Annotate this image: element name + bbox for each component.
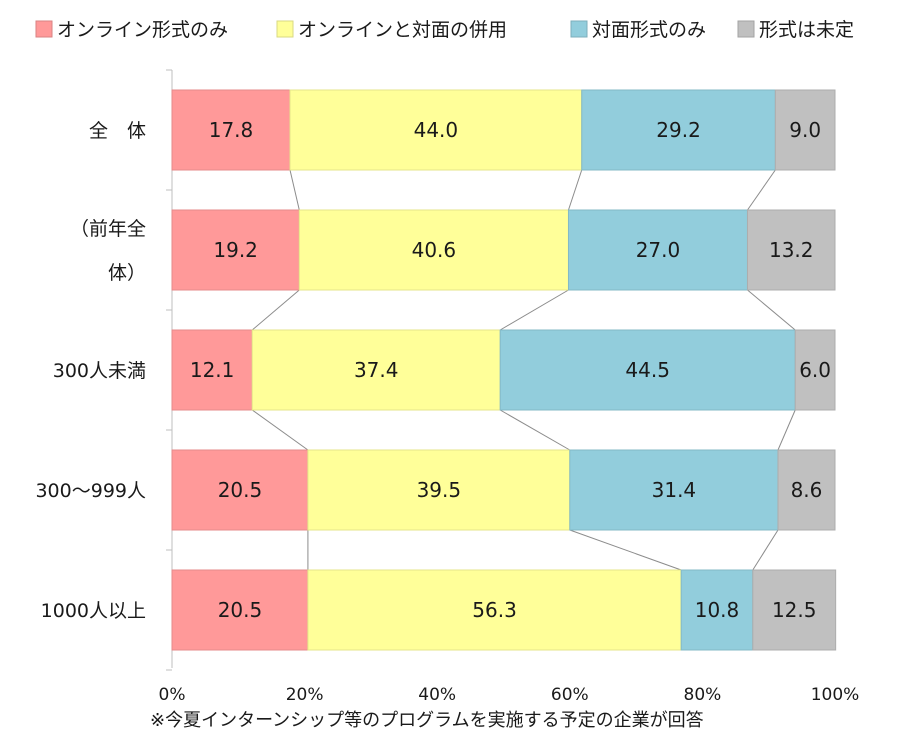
bar-segment <box>171 329 253 411</box>
connector-line <box>567 169 583 211</box>
bar-segment <box>171 209 300 291</box>
chart-note: ※今夏インターンシップ等のプログラムを実施する予定の企業が回答 <box>150 710 704 731</box>
connector-line <box>777 409 796 451</box>
bar-value-label: 39.5 <box>417 478 462 502</box>
bars: 17.8 44.0 29.2 9.0 19.2 40.6 27.0 13.2 12.1 37.4 4… <box>171 89 837 651</box>
bar-segment <box>307 449 571 531</box>
bar-value-label: 56.3 <box>472 598 517 622</box>
series-connector-lines <box>251 169 796 571</box>
bar-segment <box>567 209 748 291</box>
bar-segment <box>569 449 779 531</box>
legend-label: オンラインと対面の併用 <box>298 19 507 41</box>
bar-value-label: 12.1 <box>190 358 235 382</box>
bar-segment <box>171 89 291 171</box>
legend-swatch <box>570 20 588 38</box>
bar-segment <box>499 329 796 411</box>
bar-value-label: 13.2 <box>769 238 814 262</box>
legend-swatch <box>276 20 294 38</box>
bar-value-label: 6.0 <box>799 358 831 382</box>
legend-swatch <box>35 20 53 38</box>
bar-value-label: 37.4 <box>354 358 399 382</box>
bar-value-label: 20.5 <box>218 478 263 502</box>
legend-label: 形式は未定 <box>759 19 854 41</box>
bar-value-label: 20.5 <box>218 598 263 622</box>
connector-line <box>499 289 569 331</box>
connector-line <box>747 169 776 211</box>
connector-line <box>499 409 571 451</box>
connector-line <box>752 529 779 571</box>
category-label: 体） <box>108 262 146 284</box>
bar-value-label: 27.0 <box>636 238 681 262</box>
bar-segment <box>289 89 583 171</box>
x-tick-label: 80% <box>684 685 722 705</box>
legend-swatch <box>737 20 755 38</box>
category-label: 1000人以上 <box>41 600 146 622</box>
category-label: 300〜999人 <box>35 480 146 502</box>
bar-value-label: 44.5 <box>625 358 670 382</box>
bar-segment <box>752 569 837 651</box>
legend-label: オンライン形式のみ <box>57 19 228 41</box>
legend-label: 対面形式のみ <box>592 19 706 41</box>
bar-value-label: 10.8 <box>695 598 740 622</box>
x-tick-label: 40% <box>418 685 456 705</box>
bar-value-label: 12.5 <box>772 598 817 622</box>
bar-value-label: 44.0 <box>414 118 459 142</box>
bar-value-label: 8.6 <box>791 478 823 502</box>
x-tick-label: 0% <box>159 685 186 705</box>
connector-line <box>251 409 309 451</box>
bar-segment <box>307 569 682 651</box>
x-tick-label: 20% <box>286 685 324 705</box>
category-axis <box>166 69 173 671</box>
connector-line <box>569 529 682 571</box>
bar-segment <box>298 209 569 291</box>
legend: オンライン形式のみ オンラインと対面の併用 対面形式のみ 形式は未定 <box>35 19 854 41</box>
bar-segment <box>171 569 309 651</box>
bar-segment <box>777 449 836 531</box>
bar-segment <box>746 209 836 291</box>
bar-value-label: 40.6 <box>412 238 457 262</box>
category-label: 300人未満 <box>53 360 146 382</box>
category-label: （前年全 <box>70 218 146 240</box>
bar-value-label: 9.0 <box>789 118 821 142</box>
bar-value-label: 29.2 <box>656 118 701 142</box>
connector-line <box>289 169 300 211</box>
bar-value-label: 19.2 <box>213 238 258 262</box>
x-tick-labels: 0% 20% 40% 60% 80% 100% <box>159 685 860 705</box>
bar-segment <box>251 329 501 411</box>
x-tick-label: 100% <box>811 685 860 705</box>
x-tick-label: 60% <box>551 685 589 705</box>
bar-value-label: 31.4 <box>652 478 697 502</box>
connector-line <box>747 289 796 331</box>
bar-value-label: 17.8 <box>209 118 254 142</box>
category-label: 全 体 <box>89 120 146 142</box>
bar-segment <box>581 89 776 171</box>
bar-segment <box>794 329 836 411</box>
bar-segment <box>774 89 836 171</box>
connector-line <box>251 289 300 331</box>
